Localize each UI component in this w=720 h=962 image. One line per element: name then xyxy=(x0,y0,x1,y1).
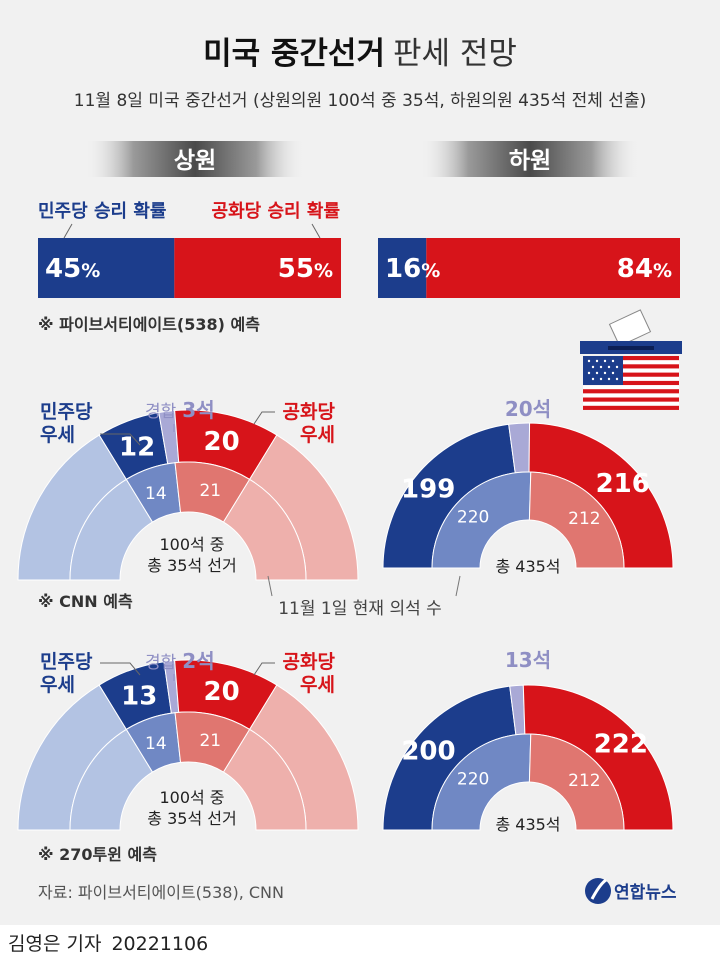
page-title: 미국 중간선거 판세 전망 xyxy=(203,36,517,72)
senate-banner-label: 상원 xyxy=(174,148,216,174)
house-banner xyxy=(420,141,640,177)
t270-senate-rep-forecast-label: 20 xyxy=(204,677,240,707)
senate-prob-dem-unit: % xyxy=(81,260,100,282)
t270-house-dem-current-label: 220 xyxy=(457,770,489,790)
title-light: 판세 전망 xyxy=(393,36,517,72)
reporter-credit: 김영은 기자 20221106 xyxy=(8,930,208,958)
t270-dem-pointer xyxy=(100,662,141,676)
cnn-senate-center-text-1: 100석 중 xyxy=(159,535,224,554)
t270-senate-chart: 13 20 14 21 100석 중총 35석 선거 xyxy=(17,659,359,831)
infographic-canvas: 미국 중간선거 판세 전망 11월 8일 미국 중간선거 (상원의원 100석 중… xyxy=(17,36,682,904)
publish-date: 20221106 xyxy=(111,933,209,955)
t270-house-rep-current xyxy=(528,733,625,831)
cnn-senate-dem-current-label: 14 xyxy=(145,484,167,504)
cnn-house-dem-forecast-label: 199 xyxy=(401,475,455,505)
cnn-dem-pointer xyxy=(100,433,141,446)
cnn-house-chart: 199 216 220 212 총 435석 xyxy=(382,422,674,576)
senate-banner xyxy=(85,141,305,177)
cnn-senate-dem-forecast-label: 12 xyxy=(119,432,155,462)
dem-label-pointer xyxy=(63,223,73,239)
rep-probability-label: 공화당 승리 확률 xyxy=(212,201,340,222)
t270-house-dem-forecast-label: 200 xyxy=(401,736,455,766)
yonhap-logo: 연합뉴스 xyxy=(585,878,677,904)
cnn-rep-lean-label-1: 공화당 xyxy=(283,401,336,423)
house-banner-label: 하원 xyxy=(509,148,551,174)
current-seats-note: 11월 1일 현재 의석 수 xyxy=(278,599,442,619)
senate-prob-rep-unit: % xyxy=(314,260,333,282)
t270-house-chart: 200 222 220 212 총 435석 xyxy=(382,684,674,834)
cnn-dem-lean-label-2: 우세 xyxy=(40,424,75,446)
t270-tossup-value: 2석 xyxy=(182,649,214,673)
yonhap-logo-text: 연합뉴스 xyxy=(614,882,677,903)
house-prob-dem-unit: % xyxy=(421,260,440,282)
source-note-270: ※ 270투윈 예측 xyxy=(38,845,157,864)
source-note-cnn: ※ CNN 예측 xyxy=(38,592,133,611)
t270-tossup-label: 경합 2석 xyxy=(145,649,215,673)
cnn-tossup-label: 경합 3석 xyxy=(145,398,215,422)
cnn-tossup-value: 3석 xyxy=(182,398,214,422)
cnn-senate-rep-forecast-label: 20 xyxy=(204,427,240,457)
cnn-house-center-text-1: 총 435석 xyxy=(495,557,560,576)
cnn-house-dem-current-label: 220 xyxy=(457,508,489,528)
source-note-538: ※ 파이브서티에이트(538) 예측 xyxy=(38,315,260,334)
cnn-house-rep-current xyxy=(528,471,625,569)
cnn-dem-lean-label-1: 민주당 xyxy=(40,401,93,423)
cnn-rep-lean-label-2: 우세 xyxy=(300,424,335,446)
t270-senate-rep-current-label: 21 xyxy=(199,731,221,751)
senate-prob-dem-bar xyxy=(38,238,175,298)
t270-senate-dem-current-label: 14 xyxy=(145,734,167,754)
t270-senate-center-text-2: 총 35석 선거 xyxy=(147,809,236,828)
t270-house-rep-current-label: 212 xyxy=(568,771,600,791)
t270-house-dem-current xyxy=(431,733,532,831)
t270-dem-lean-label-1: 민주당 xyxy=(40,651,93,673)
t270-rep-pointer xyxy=(253,662,275,676)
rep-label-pointer xyxy=(311,223,321,239)
ballot-box-flag-icon xyxy=(580,309,682,410)
cnn-senate-rep-inner-other xyxy=(222,478,307,581)
t270-rep-lean-label-2: 우세 xyxy=(300,674,335,696)
t270-senate-dem-forecast-label: 13 xyxy=(121,682,157,712)
cnn-house-rep-forecast-label: 216 xyxy=(596,469,650,499)
senate-probability-bar: 45% 55% xyxy=(38,238,341,298)
t270-tossup-word: 경합 xyxy=(145,653,177,673)
t270-senate-rep-inner-other xyxy=(222,728,307,831)
title-bold: 미국 중간선거 xyxy=(203,36,385,72)
t270-dem-lean-label-2: 우세 xyxy=(40,674,75,696)
cnn-senate-chart: 12 20 14 21 100석 중총 35석 선거 xyxy=(17,409,359,581)
data-source: 자료: 파이브서티에이트(538), CNN xyxy=(38,883,284,902)
t270-rep-lean-label-1: 공화당 xyxy=(283,651,336,673)
current-seats-pointer-right xyxy=(455,575,461,597)
reporter-name: 김영은 기자 xyxy=(8,933,102,955)
cnn-tossup-word: 경합 xyxy=(145,402,177,422)
dem-probability-label: 민주당 승리 확률 xyxy=(38,201,166,222)
current-seats-pointer-left xyxy=(267,575,273,597)
cnn-house-dem-current xyxy=(431,471,532,569)
cnn-house-tossup-label: 20석 xyxy=(505,397,551,421)
senate-prob-rep-bar xyxy=(174,238,341,298)
cnn-senate-center-text-2: 총 35석 선거 xyxy=(147,556,236,575)
cnn-house-rep-current-label: 212 xyxy=(568,509,600,529)
page-subtitle: 11월 8일 미국 중간선거 (상원의원 100석 중 35석, 하원의원 43… xyxy=(74,91,646,111)
t270-house-center-text-1: 총 435석 xyxy=(495,815,560,834)
house-probability-bar: 16% 84% xyxy=(378,238,680,298)
house-prob-rep-unit: % xyxy=(653,260,672,282)
t270-senate-center-text-1: 100석 중 xyxy=(159,788,224,807)
cnn-rep-pointer xyxy=(253,411,275,425)
senate-prob-dem-value: 45% xyxy=(45,254,100,284)
house-prob-dem-bar xyxy=(378,238,427,298)
house-prob-rep-bar xyxy=(426,238,680,298)
t270-house-rep-forecast-label: 222 xyxy=(594,729,648,759)
cnn-senate-rep-current-label: 21 xyxy=(199,481,221,501)
t270-house-tossup-label: 13석 xyxy=(505,648,551,672)
